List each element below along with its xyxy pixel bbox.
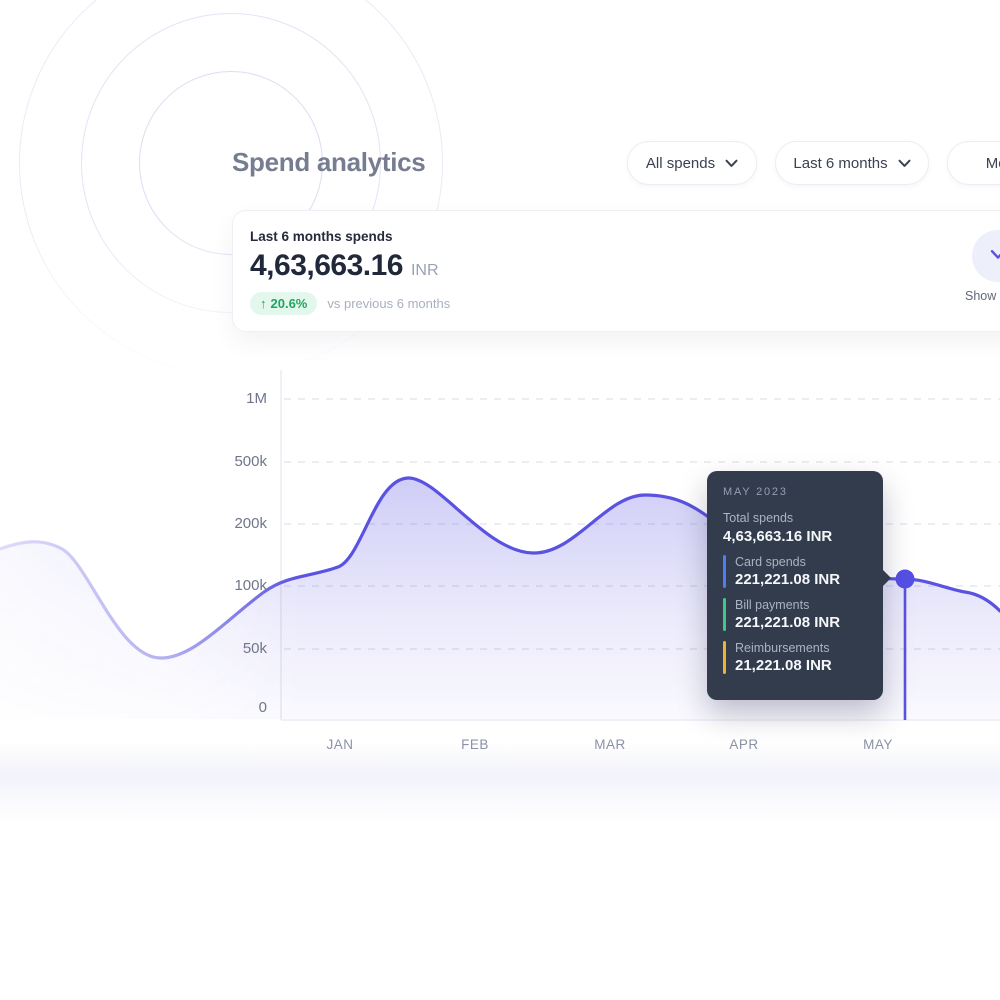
arrow-up-icon: ↑ — [260, 296, 267, 311]
tooltip-row-value: 21,221.08 INR — [735, 657, 832, 674]
x-tick-jun: JUN — [995, 737, 1000, 752]
tooltip-row-card-spends: Card spends 221,221.08 INR — [723, 555, 869, 588]
filter-period-label: Last 6 months — [793, 154, 888, 172]
data-point-marker[interactable] — [895, 569, 915, 589]
tooltip-total-value: 4,63,663.16 INR — [723, 528, 833, 545]
show-hint-text: Show — [965, 289, 997, 303]
filter-granularity-dropdown[interactable]: Monthly — [947, 141, 1000, 185]
summary-card-label: Last 6 months spends — [250, 229, 393, 244]
tooltip-row-label: Reimbursements — [735, 641, 830, 655]
summary-card: Last 6 months spends 4,63,663.16 INR ↑ 2… — [232, 210, 1000, 332]
chevron-down-icon — [898, 159, 911, 168]
chevron-down-icon — [990, 247, 1000, 265]
filter-period-dropdown[interactable]: Last 6 months — [775, 141, 929, 185]
x-tick-feb: FEB — [461, 737, 489, 752]
x-tick-may: MAY — [863, 737, 893, 752]
tooltip-row-label: Card spends — [735, 555, 806, 569]
decorative-circles — [0, 0, 480, 400]
tooltip-period: MAY 2023 — [723, 486, 788, 498]
show-details-button[interactable] — [972, 230, 1000, 282]
change-percent: 20.6% — [270, 296, 308, 311]
x-tick-apr: APR — [729, 737, 759, 752]
total-spend-amount: 4,63,663.16 — [250, 249, 403, 282]
x-tick-jan: JAN — [326, 737, 354, 752]
change-badge: ↑ 20.6% — [250, 292, 318, 315]
y-tick-1m: 1M — [246, 390, 267, 407]
y-tick-200k: 200k — [234, 515, 267, 532]
tooltip-row-bill-payments: Bill payments 221,221.08 INR — [723, 598, 869, 631]
chart-tooltip: MAY 2023 Total spends 4,63,663.16 INR Ca… — [707, 471, 891, 700]
chevron-down-icon — [725, 159, 738, 168]
y-tick-50k: 50k — [242, 640, 267, 657]
reimbursements-color-bar — [723, 641, 726, 674]
currency-label: INR — [410, 262, 439, 279]
y-tick-100k: 100k — [234, 577, 267, 594]
filter-granularity-label: Monthly — [985, 154, 1000, 172]
filter-spend-type-dropdown[interactable]: All spends — [627, 141, 757, 185]
tooltip-total-label: Total spends — [723, 511, 794, 525]
page-title: Spend analytics — [232, 147, 426, 177]
card-spends-color-bar — [723, 555, 726, 588]
y-tick-500k: 500k — [234, 453, 267, 470]
tooltip-row-value: 221,221.08 INR — [735, 614, 841, 631]
background-gradient-band — [0, 742, 1000, 824]
tooltip-row-label: Bill payments — [735, 598, 810, 612]
bill-payments-color-bar — [723, 598, 726, 631]
y-tick-0: 0 — [258, 699, 267, 716]
tooltip-row-reimbursements: Reimbursements 21,221.08 INR — [723, 641, 869, 674]
comparison-text: vs previous 6 months — [327, 296, 451, 311]
x-tick-mar: MAR — [594, 737, 626, 752]
tooltip-row-value: 221,221.08 INR — [735, 571, 841, 588]
filter-spend-type-label: All spends — [645, 154, 716, 172]
